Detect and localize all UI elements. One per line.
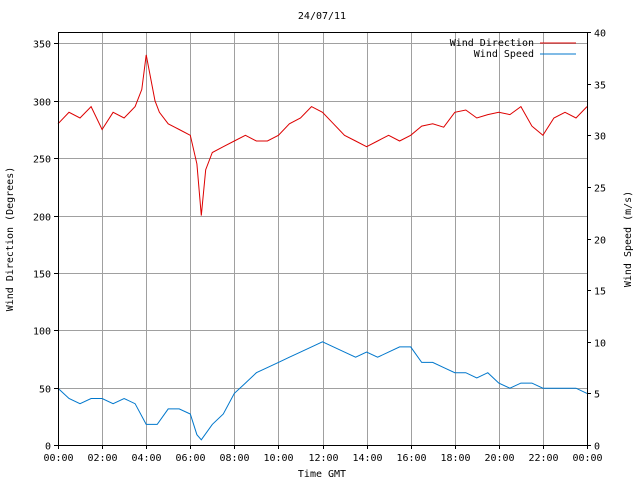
x-tick-label: 00:00 bbox=[572, 453, 602, 464]
ticks-layer: 00:00 02:00 04:00 06:00 08:00 10:00 12:00 14:00… bbox=[33, 29, 606, 465]
x-tick-label: 12:00 bbox=[308, 453, 338, 464]
x-tick-label: 16:00 bbox=[396, 453, 426, 464]
y-left-tick-label: 150 bbox=[33, 270, 51, 281]
x-tick-label: 08:00 bbox=[219, 453, 249, 464]
y-right-tick-label: 25 bbox=[594, 184, 606, 195]
y-left-tick-label: 300 bbox=[33, 98, 51, 109]
y-right-tick-label: 20 bbox=[594, 236, 606, 247]
y-left-tick-label: 200 bbox=[33, 213, 51, 224]
y-right-tick-label: 35 bbox=[594, 81, 606, 92]
y-left-tick-label: 50 bbox=[39, 385, 51, 396]
series-layer bbox=[57, 54, 588, 441]
y-right-tick-label: 40 bbox=[594, 29, 606, 40]
chart-title: 24/07/11 bbox=[298, 11, 346, 22]
x-tick-label: 22:00 bbox=[528, 453, 558, 464]
series-line-wind-direction bbox=[57, 54, 588, 216]
y-left-tick-label: 0 bbox=[45, 442, 51, 453]
y-left-tick-label: 100 bbox=[33, 327, 51, 338]
x-tick-label: 02:00 bbox=[87, 453, 117, 464]
x-tick-label: 04:00 bbox=[131, 453, 161, 464]
y-left-tick-label: 250 bbox=[33, 155, 51, 166]
grid-layer bbox=[58, 32, 587, 445]
x-tick-label: 18:00 bbox=[440, 453, 470, 464]
legend-label-wind-speed: Wind Speed bbox=[474, 49, 534, 60]
x-tick-label: 00:00 bbox=[43, 453, 73, 464]
x-axis-label: Time GMT bbox=[298, 469, 346, 480]
series-line-wind-speed bbox=[57, 341, 588, 441]
x-tick-label: 20:00 bbox=[484, 453, 514, 464]
y-axis-label-right: Wind Speed (m/s) bbox=[623, 191, 634, 287]
x-tick-label: 14:00 bbox=[352, 453, 382, 464]
y-right-tick-label: 15 bbox=[594, 287, 606, 298]
y-right-tick-label: 10 bbox=[594, 339, 606, 350]
y-right-tick-label: 30 bbox=[594, 132, 606, 143]
x-tick-label: 06:00 bbox=[175, 453, 205, 464]
legend-label-wind-direction: Wind Direction bbox=[450, 38, 534, 49]
y-left-tick-label: 350 bbox=[33, 40, 51, 51]
y-axis-label-left: Wind Direction (Degrees) bbox=[5, 167, 16, 312]
y-right-tick-label: 5 bbox=[594, 390, 600, 401]
y-right-tick-label: 0 bbox=[594, 442, 600, 453]
x-tick-label: 10:00 bbox=[263, 453, 293, 464]
legend: Wind Direction Wind Speed bbox=[450, 38, 576, 60]
